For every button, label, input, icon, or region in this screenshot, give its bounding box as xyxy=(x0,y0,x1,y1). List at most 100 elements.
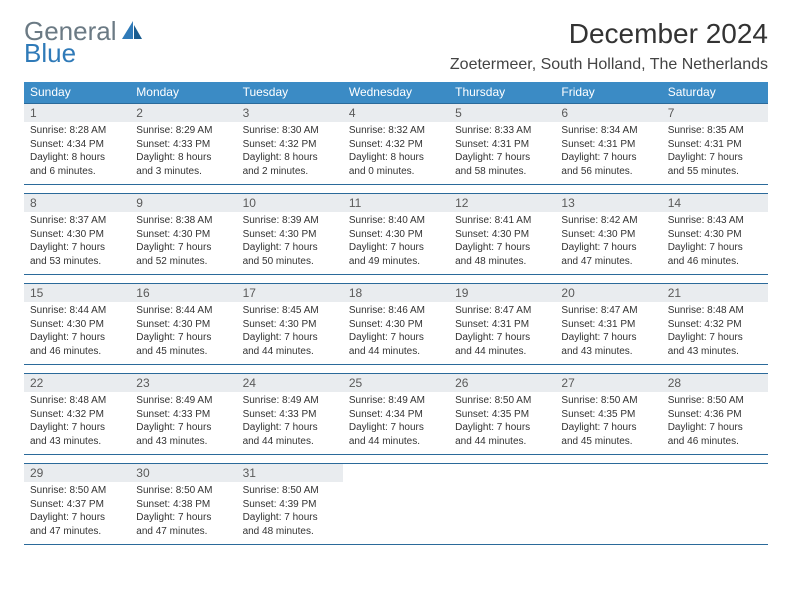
sunset-text: Sunset: 4:31 PM xyxy=(561,138,655,152)
day-body: Sunrise: 8:46 AMSunset: 4:30 PMDaylight:… xyxy=(343,302,449,364)
sunrise-text: Sunrise: 8:34 AM xyxy=(561,124,655,138)
daylight-text: Daylight: 7 hours and 46 minutes. xyxy=(668,421,762,448)
sunrise-text: Sunrise: 8:41 AM xyxy=(455,214,549,228)
day-cell: 4Sunrise: 8:32 AMSunset: 4:32 PMDaylight… xyxy=(343,104,449,184)
sunset-text: Sunset: 4:30 PM xyxy=(349,318,443,332)
day-body: Sunrise: 8:40 AMSunset: 4:30 PMDaylight:… xyxy=(343,212,449,274)
week-row: 22Sunrise: 8:48 AMSunset: 4:32 PMDayligh… xyxy=(24,373,768,455)
sunrise-text: Sunrise: 8:38 AM xyxy=(136,214,230,228)
sunset-text: Sunset: 4:30 PM xyxy=(243,318,337,332)
day-number: 3 xyxy=(237,104,343,122)
day-number: 30 xyxy=(130,464,236,482)
daylight-text: Daylight: 7 hours and 45 minutes. xyxy=(561,421,655,448)
week-row: 8Sunrise: 8:37 AMSunset: 4:30 PMDaylight… xyxy=(24,193,768,275)
day-body: Sunrise: 8:32 AMSunset: 4:32 PMDaylight:… xyxy=(343,122,449,184)
day-cell: 31 Sunrise: 8:50 AMSunset: 4:39 PMDayligh… xyxy=(237,464,343,544)
day-number: 23 xyxy=(130,374,236,392)
sunrise-text: Sunrise: 8:43 AM xyxy=(668,214,762,228)
day-body: Sunrise: 8:29 AMSunset: 4:33 PMDaylight:… xyxy=(130,122,236,184)
day-body: Sunrise: 8:50 AMSunset: 4:35 PMDaylight:… xyxy=(449,392,555,454)
day-body: Sunrise: 8:44 AMSunset: 4:30 PMDaylight:… xyxy=(24,302,130,364)
sunset-text: Sunset: 4:35 PM xyxy=(561,408,655,422)
day-number: 7 xyxy=(662,104,768,122)
weekday-header: Tuesday xyxy=(237,82,343,103)
day-cell: 29Sunrise: 8:50 AMSunset: 4:37 PMDayligh… xyxy=(24,464,130,544)
sunrise-text: Sunrise: 8:39 AM xyxy=(243,214,337,228)
daylight-text: Daylight: 7 hours and 47 minutes. xyxy=(136,511,230,538)
day-cell: 15Sunrise: 8:44 AMSunset: 4:30 PMDayligh… xyxy=(24,284,130,364)
daylight-text: Daylight: 7 hours and 43 minutes. xyxy=(561,331,655,358)
daylight-text: Daylight: 7 hours and 43 minutes. xyxy=(136,421,230,448)
week-row: 1Sunrise: 8:28 AMSunset: 4:34 PMDaylight… xyxy=(24,103,768,185)
day-number: 28 xyxy=(662,374,768,392)
sunrise-text: Sunrise: 8:50 AM xyxy=(136,484,230,498)
day-body: Sunrise: 8:34 AMSunset: 4:31 PMDaylight:… xyxy=(555,122,661,184)
day-body: Sunrise: 8:49 AMSunset: 4:33 PMDaylight:… xyxy=(130,392,236,454)
daylight-text: Daylight: 8 hours and 6 minutes. xyxy=(30,151,124,178)
sunrise-text: Sunrise: 8:46 AM xyxy=(349,304,443,318)
sunrise-text: Sunrise: 8:50 AM xyxy=(668,394,762,408)
weekday-header-row: SundayMondayTuesdayWednesdayThursdayFrid… xyxy=(24,82,768,103)
sunset-text: Sunset: 4:39 PM xyxy=(243,498,337,512)
weekday-header: Friday xyxy=(555,82,661,103)
day-cell: 7Sunrise: 8:35 AMSunset: 4:31 PMDaylight… xyxy=(662,104,768,184)
daylight-text: Daylight: 7 hours and 48 minutes. xyxy=(243,511,337,538)
daylight-text: Daylight: 7 hours and 45 minutes. xyxy=(136,331,230,358)
day-body: Sunrise: 8:45 AMSunset: 4:30 PMDaylight:… xyxy=(237,302,343,364)
sunset-text: Sunset: 4:32 PM xyxy=(349,138,443,152)
sunset-text: Sunset: 4:30 PM xyxy=(455,228,549,242)
weekday-header: Thursday xyxy=(449,82,555,103)
daylight-text: Daylight: 7 hours and 53 minutes. xyxy=(30,241,124,268)
day-cell: 20Sunrise: 8:47 AMSunset: 4:31 PMDayligh… xyxy=(555,284,661,364)
sunrise-text: Sunrise: 8:40 AM xyxy=(349,214,443,228)
week-row: 15Sunrise: 8:44 AMSunset: 4:30 PMDayligh… xyxy=(24,283,768,365)
empty-day-cell xyxy=(662,464,768,544)
sunset-text: Sunset: 4:30 PM xyxy=(136,228,230,242)
day-cell: 23Sunrise: 8:49 AMSunset: 4:33 PMDayligh… xyxy=(130,374,236,454)
location-subtitle: Zoetermeer, South Holland, The Netherlan… xyxy=(450,56,768,74)
daylight-text: Daylight: 7 hours and 55 minutes. xyxy=(668,151,762,178)
sunset-text: Sunset: 4:30 PM xyxy=(30,228,124,242)
daylight-text: Daylight: 8 hours and 0 minutes. xyxy=(349,151,443,178)
day-body: Sunrise: 8:42 AMSunset: 4:30 PMDaylight:… xyxy=(555,212,661,274)
sunrise-text: Sunrise: 8:37 AM xyxy=(30,214,124,228)
daylight-text: Daylight: 7 hours and 44 minutes. xyxy=(349,331,443,358)
daylight-text: Daylight: 7 hours and 43 minutes. xyxy=(668,331,762,358)
sunrise-text: Sunrise: 8:47 AM xyxy=(561,304,655,318)
sunset-text: Sunset: 4:30 PM xyxy=(349,228,443,242)
day-cell: 28 Sunrise: 8:50 AMSunset: 4:36 PMDayligh… xyxy=(662,374,768,454)
sunset-text: Sunset: 4:32 PM xyxy=(668,318,762,332)
day-cell: 9Sunrise: 8:38 AMSunset: 4:30 PMDaylight… xyxy=(130,194,236,274)
sunset-text: Sunset: 4:31 PM xyxy=(668,138,762,152)
day-cell: 14Sunrise: 8:43 AMSunset: 4:30 PMDayligh… xyxy=(662,194,768,274)
day-number: 20 xyxy=(555,284,661,302)
logo: General Blue xyxy=(24,18,143,66)
day-cell: 19Sunrise: 8:47 AMSunset: 4:31 PMDayligh… xyxy=(449,284,555,364)
day-body: Sunrise: 8:50 AMSunset: 4:35 PMDaylight:… xyxy=(555,392,661,454)
day-number: 29 xyxy=(24,464,130,482)
day-number: 4 xyxy=(343,104,449,122)
sunset-text: Sunset: 4:36 PM xyxy=(668,408,762,422)
sunrise-text: Sunrise: 8:49 AM xyxy=(136,394,230,408)
daylight-text: Daylight: 7 hours and 44 minutes. xyxy=(349,421,443,448)
sunrise-text: Sunrise: 8:50 AM xyxy=(561,394,655,408)
sunrise-text: Sunrise: 8:44 AM xyxy=(136,304,230,318)
day-body: Sunrise: 8:47 AMSunset: 4:31 PMDaylight:… xyxy=(449,302,555,364)
day-number: 31 xyxy=(237,464,343,482)
sunrise-text: Sunrise: 8:50 AM xyxy=(455,394,549,408)
weekday-header: Sunday xyxy=(24,82,130,103)
daylight-text: Daylight: 7 hours and 56 minutes. xyxy=(561,151,655,178)
calendar: SundayMondayTuesdayWednesdayThursdayFrid… xyxy=(24,82,768,545)
sunset-text: Sunset: 4:37 PM xyxy=(30,498,124,512)
sunrise-text: Sunrise: 8:29 AM xyxy=(136,124,230,138)
day-cell: 11Sunrise: 8:40 AMSunset: 4:30 PMDayligh… xyxy=(343,194,449,274)
sunset-text: Sunset: 4:38 PM xyxy=(136,498,230,512)
sunrise-text: Sunrise: 8:50 AM xyxy=(243,484,337,498)
day-body: Sunrise: 8:38 AMSunset: 4:30 PMDaylight:… xyxy=(130,212,236,274)
daylight-text: Daylight: 8 hours and 3 minutes. xyxy=(136,151,230,178)
sunset-text: Sunset: 4:32 PM xyxy=(30,408,124,422)
day-number: 25 xyxy=(343,374,449,392)
sunrise-text: Sunrise: 8:45 AM xyxy=(243,304,337,318)
day-number: 22 xyxy=(24,374,130,392)
sunrise-text: Sunrise: 8:28 AM xyxy=(30,124,124,138)
